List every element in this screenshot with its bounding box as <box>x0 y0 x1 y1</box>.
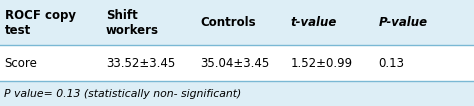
Text: 1.52±0.99: 1.52±0.99 <box>291 57 353 70</box>
Text: P value= 0.13 (statistically non- significant): P value= 0.13 (statistically non- signif… <box>4 89 241 99</box>
Text: Controls: Controls <box>201 16 256 29</box>
Text: 35.04±3.45: 35.04±3.45 <box>201 57 270 70</box>
Text: ROCF copy
test: ROCF copy test <box>5 8 76 37</box>
Text: 33.52±3.45: 33.52±3.45 <box>106 57 175 70</box>
Text: P-value: P-value <box>378 16 428 29</box>
Bar <box>0 45 474 81</box>
Text: Score: Score <box>5 57 37 70</box>
Text: Shift
workers: Shift workers <box>106 8 159 37</box>
Text: t-value: t-value <box>291 16 337 29</box>
Text: 0.13: 0.13 <box>378 57 404 70</box>
